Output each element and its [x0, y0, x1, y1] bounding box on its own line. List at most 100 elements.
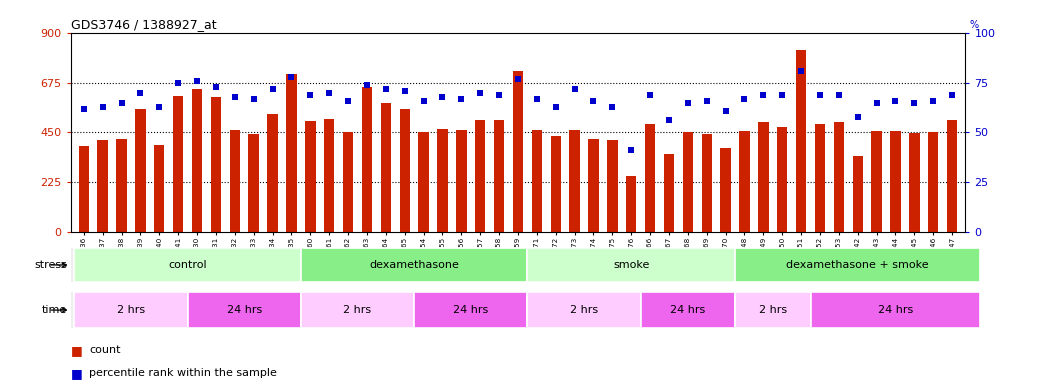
Bar — [268, 114, 278, 232]
Bar — [815, 124, 825, 232]
Bar — [626, 176, 636, 232]
Bar — [796, 50, 807, 232]
Point — [717, 108, 734, 114]
Bar — [286, 74, 297, 232]
Bar — [301, 248, 527, 282]
Point — [491, 91, 508, 98]
Text: stress: stress — [34, 260, 67, 270]
Point — [567, 86, 583, 92]
Text: percentile rank within the sample: percentile rank within the sample — [89, 368, 277, 378]
Text: control: control — [168, 260, 207, 270]
Point — [359, 81, 376, 88]
Point — [321, 89, 337, 96]
Bar — [400, 109, 410, 232]
Bar — [116, 139, 127, 232]
Bar — [640, 292, 735, 328]
Bar — [702, 134, 712, 232]
Bar — [98, 140, 108, 232]
Text: 2 hrs: 2 hrs — [570, 305, 598, 315]
Point — [113, 99, 130, 106]
Bar — [211, 97, 221, 232]
Point — [887, 98, 904, 104]
Bar — [527, 248, 735, 282]
Point — [76, 106, 92, 112]
Bar — [362, 87, 373, 232]
Bar — [735, 248, 981, 282]
Bar — [947, 119, 957, 232]
Point — [774, 91, 791, 98]
Point — [378, 86, 394, 92]
Bar — [852, 156, 863, 232]
Bar — [531, 130, 542, 232]
Point — [812, 91, 828, 98]
Point — [585, 98, 602, 104]
Point — [547, 103, 564, 109]
Bar — [414, 292, 527, 328]
Bar — [188, 292, 301, 328]
Text: 24 hrs: 24 hrs — [878, 305, 913, 315]
Bar — [663, 154, 674, 232]
Bar — [229, 130, 240, 232]
Bar — [550, 136, 561, 232]
Point — [434, 93, 450, 99]
Bar — [570, 130, 580, 232]
Bar — [683, 132, 693, 232]
Point — [755, 91, 771, 98]
Point — [906, 99, 923, 106]
Bar — [645, 124, 655, 232]
Bar — [154, 145, 164, 232]
Point — [699, 98, 715, 104]
Bar — [834, 122, 844, 232]
Bar — [475, 119, 486, 232]
Point — [170, 79, 187, 86]
Bar — [418, 132, 429, 232]
Text: 2 hrs: 2 hrs — [117, 305, 145, 315]
Point — [830, 91, 847, 98]
Text: dexamethasone + smoke: dexamethasone + smoke — [787, 260, 929, 270]
Point — [453, 96, 469, 102]
Point — [94, 103, 111, 109]
Bar — [456, 130, 466, 232]
Point — [925, 98, 941, 104]
Text: ■: ■ — [71, 344, 82, 357]
Point — [680, 99, 696, 106]
Bar — [777, 127, 788, 232]
Bar — [527, 292, 640, 328]
Bar — [75, 248, 301, 282]
Text: GDS3746 / 1388927_at: GDS3746 / 1388927_at — [71, 18, 216, 31]
Point — [151, 103, 167, 109]
Bar — [192, 89, 202, 232]
Text: 24 hrs: 24 hrs — [671, 305, 706, 315]
Point — [302, 91, 319, 98]
Bar — [494, 120, 504, 232]
Text: 2 hrs: 2 hrs — [759, 305, 787, 315]
Bar — [173, 96, 184, 232]
Text: time: time — [43, 305, 67, 315]
Bar — [301, 292, 414, 328]
Point — [944, 91, 960, 98]
Text: 2 hrs: 2 hrs — [344, 305, 372, 315]
Point — [283, 73, 300, 79]
Point — [226, 93, 243, 99]
Point — [415, 98, 432, 104]
Bar — [811, 292, 981, 328]
Bar — [735, 292, 811, 328]
Bar — [343, 132, 353, 232]
Point — [397, 88, 413, 94]
Text: 24 hrs: 24 hrs — [454, 305, 489, 315]
Bar — [607, 140, 618, 232]
Point — [736, 96, 753, 102]
Point — [660, 118, 677, 124]
Point — [339, 98, 356, 104]
Bar — [891, 131, 901, 232]
Point — [265, 86, 281, 92]
Bar — [872, 131, 882, 232]
Text: dexamethasone: dexamethasone — [370, 260, 459, 270]
Point — [510, 76, 526, 82]
Text: count: count — [89, 345, 120, 355]
Point — [208, 83, 224, 89]
Bar — [75, 292, 188, 328]
Bar — [79, 146, 89, 232]
Point — [641, 91, 658, 98]
Bar — [589, 139, 599, 232]
